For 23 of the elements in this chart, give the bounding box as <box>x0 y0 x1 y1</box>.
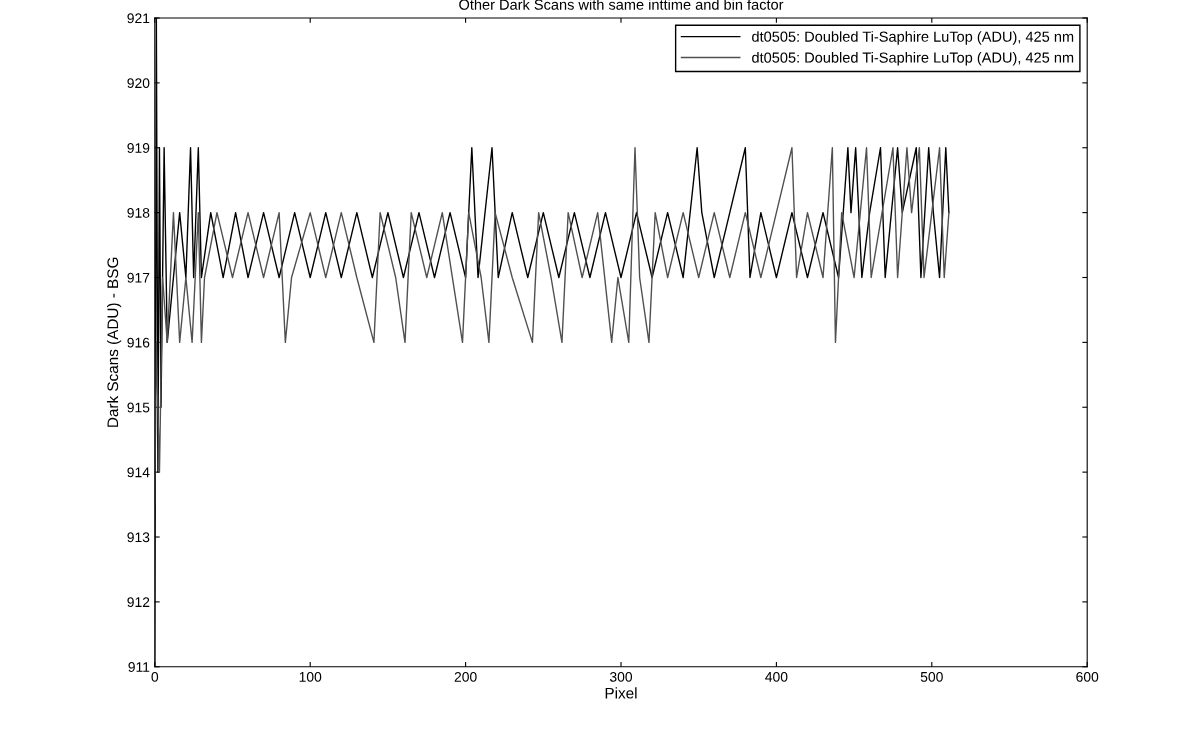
y-tick-label: 915 <box>127 402 150 413</box>
y-tick-label: 917 <box>127 272 150 283</box>
x-tick-label: 0 <box>151 671 159 682</box>
y-tick-label: 918 <box>127 207 150 218</box>
legend-label: dt0505: Doubled Ti-Saphire LuTop (ADU), 425 nm <box>752 52 1074 66</box>
x-tick-label: 500 <box>920 671 943 682</box>
y-tick-label: 921 <box>127 13 150 24</box>
y-tick-label: 911 <box>128 662 150 672</box>
x-tick-label: 300 <box>609 671 633 682</box>
x-axis-title: Pixel <box>605 687 637 699</box>
y-tick-label: 916 <box>127 337 150 348</box>
legend-label: dt0505: Doubled Ti-Saphire LuTop (ADU), 425 nm <box>752 31 1074 45</box>
x-tick-label: 200 <box>454 671 477 682</box>
y-tick-label: 920 <box>127 78 150 89</box>
y-tick-label: 919 <box>127 143 150 153</box>
x-tick-label: 600 <box>1076 671 1099 682</box>
y-tick-label: 913 <box>127 532 150 543</box>
x-tick-label: 100 <box>299 671 322 682</box>
y-axis-title: Dark Scans (ADU) - BSG <box>106 257 122 427</box>
y-tick-label: 914 <box>127 467 150 478</box>
x-tick-label: 400 <box>765 671 788 682</box>
y-tick-label: 912 <box>127 597 150 608</box>
chart-title: Other Dark Scans with same inttime and bin factor <box>459 0 784 10</box>
